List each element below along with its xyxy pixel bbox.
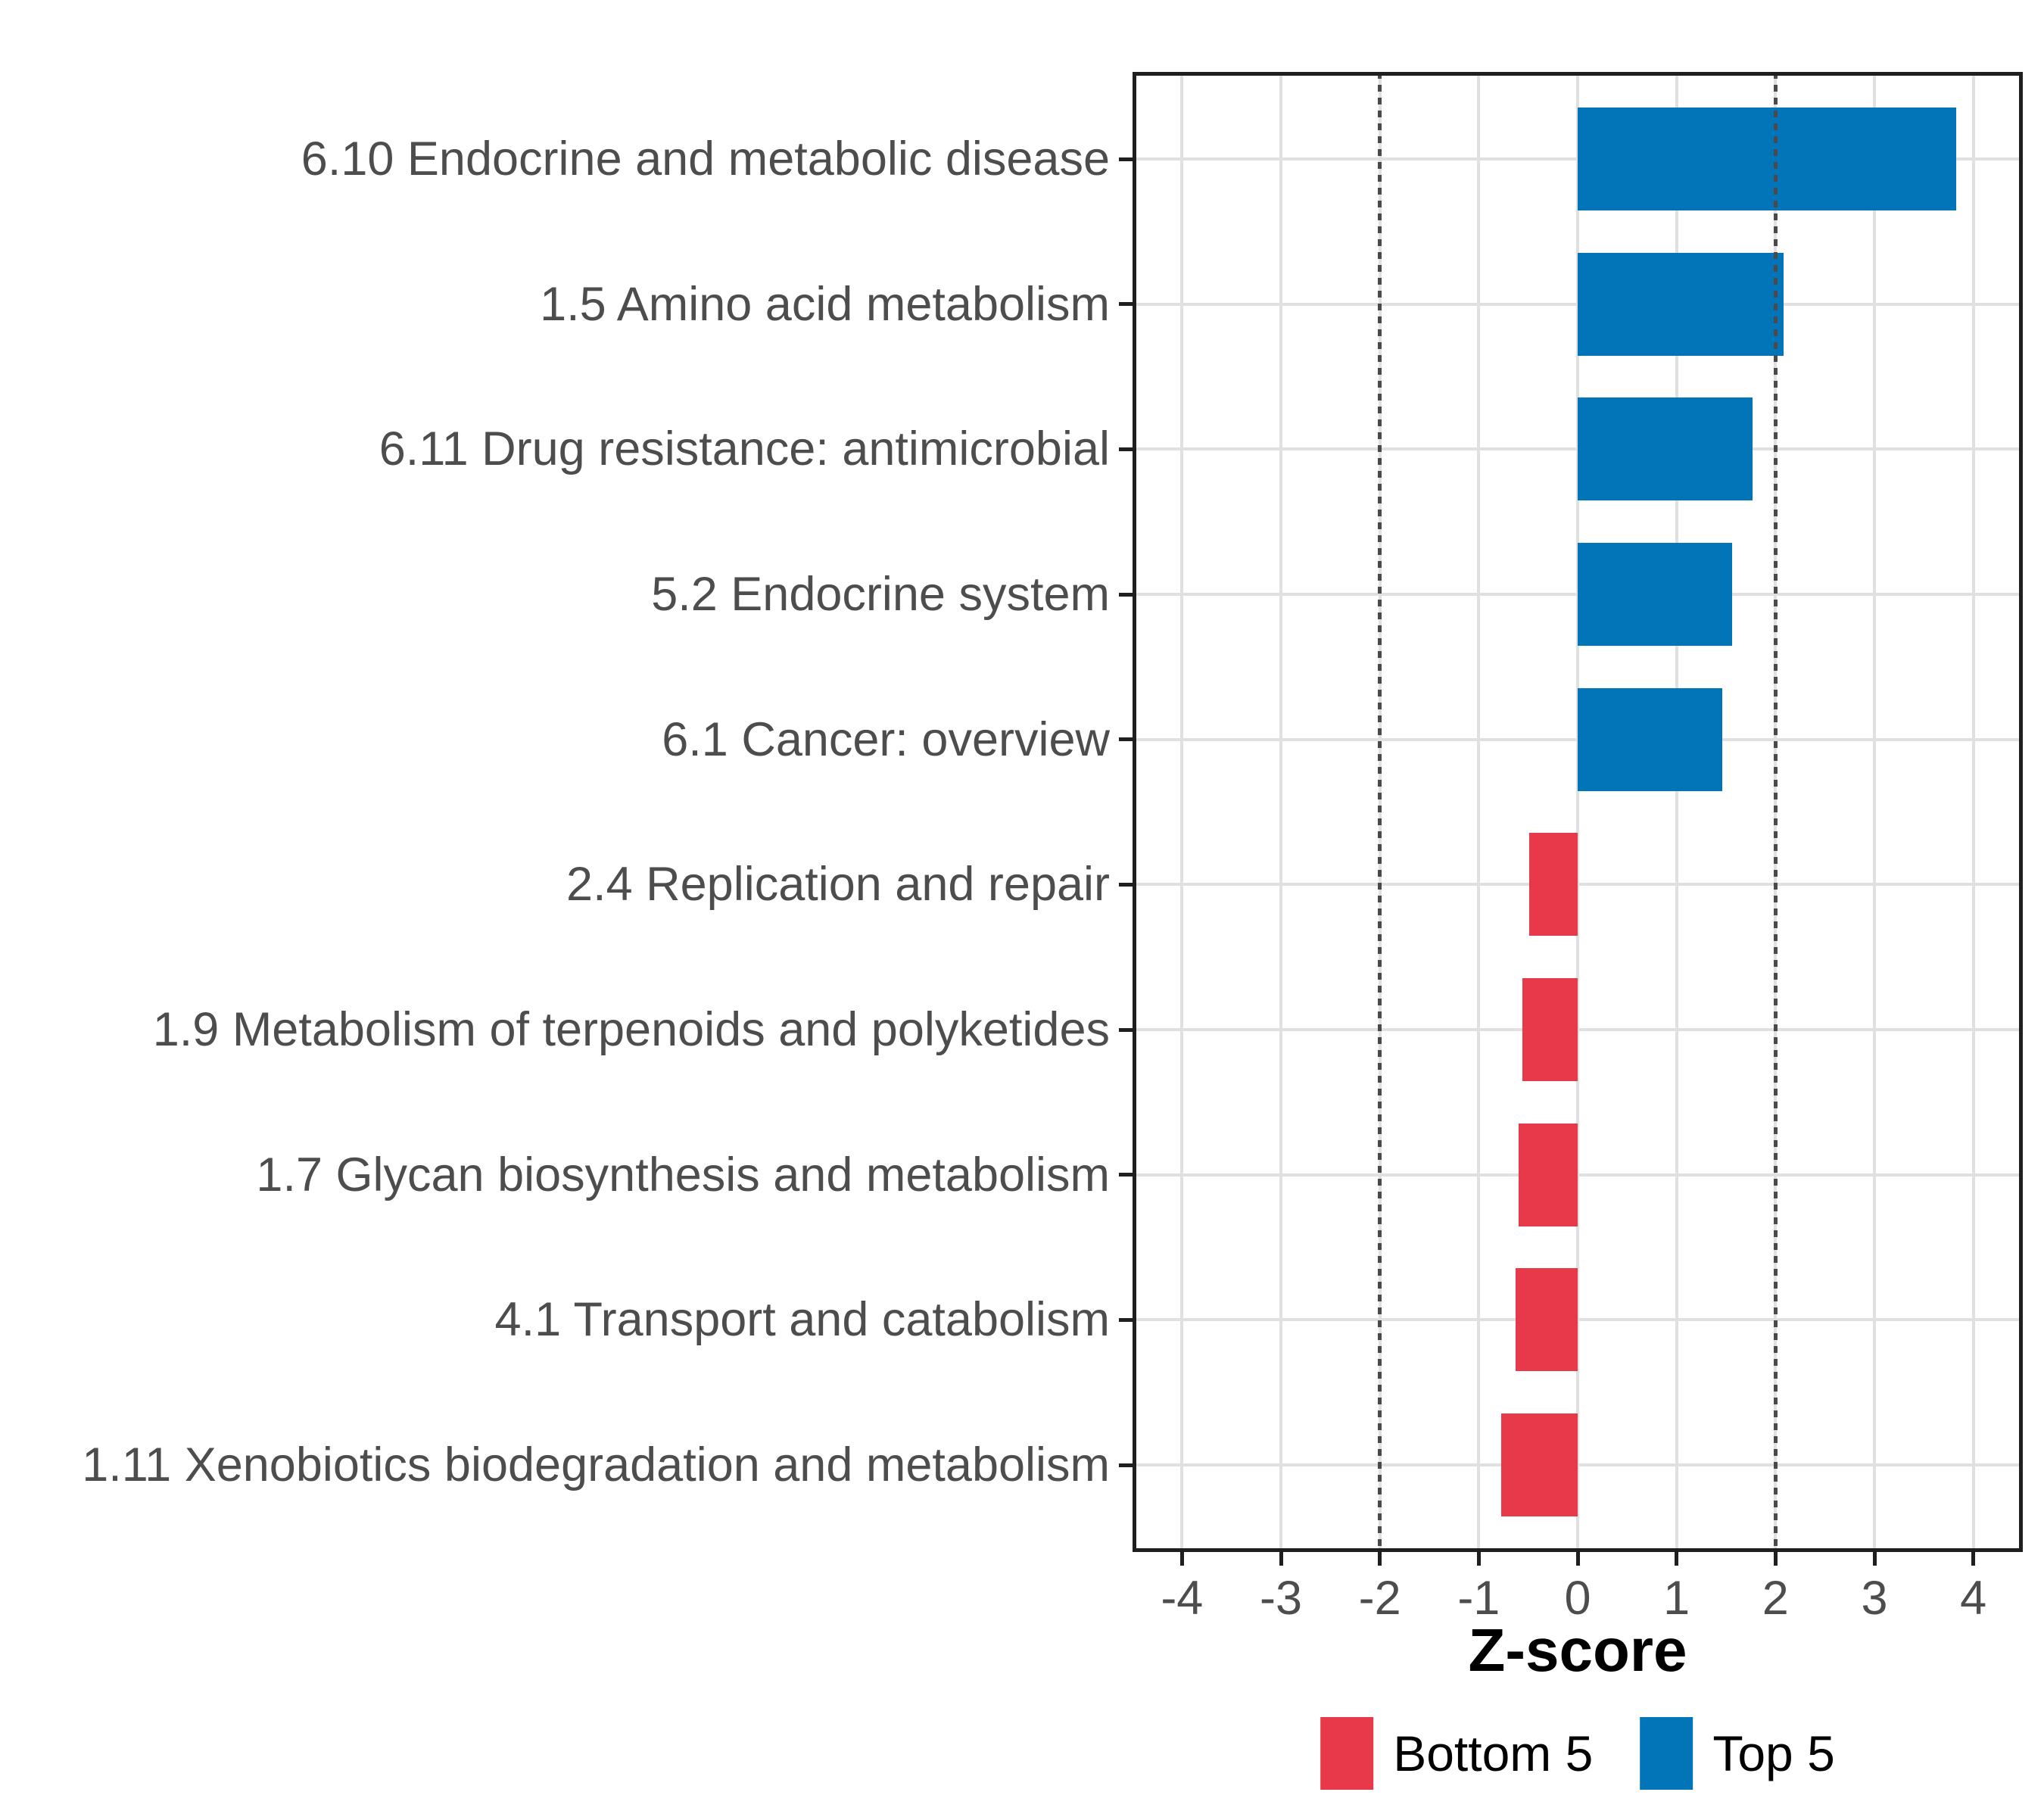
y-axis-tick (1119, 737, 1133, 742)
y-axis-tick (1119, 157, 1133, 161)
category-label: 1.9 Metabolism of terpenoids and polyket… (152, 1003, 1110, 1056)
grid-x-line (1675, 72, 1678, 1552)
reference-line (1378, 72, 1382, 1552)
category-label: 5.2 Endocrine system (651, 568, 1110, 621)
legend-label-top5: Top 5 (1712, 1725, 1835, 1781)
y-axis-tick (1119, 882, 1133, 887)
x-tick-label: 4 (1960, 1572, 1987, 1625)
bar-bottom5 (1522, 978, 1578, 1081)
x-axis-tick (1378, 1552, 1382, 1566)
x-tick-label: -2 (1358, 1572, 1401, 1625)
x-tick-label: -4 (1161, 1572, 1204, 1625)
bar-top5 (1578, 397, 1753, 501)
grid-x-line (1477, 72, 1481, 1552)
category-label: 6.1 Cancer: overview (662, 712, 1110, 766)
x-axis-tick (1476, 1552, 1481, 1566)
y-axis-tick (1119, 302, 1133, 307)
category-label: 1.7 Glycan biosynthesis and metabolism (256, 1148, 1110, 1201)
x-axis-tick (1279, 1552, 1283, 1566)
grid-x-line (1971, 72, 1975, 1552)
legend-label-bottom5: Bottom 5 (1393, 1725, 1594, 1781)
bar-top5 (1578, 543, 1732, 646)
bar-bottom5 (1501, 1413, 1578, 1516)
grid-x-line (1576, 72, 1579, 1552)
category-label: 1.11 Xenobiotics biodegradation and meta… (82, 1438, 1110, 1491)
legend-swatch-top5-icon (1640, 1717, 1693, 1790)
bar-top5 (1578, 108, 1957, 210)
x-axis-tick (1971, 1552, 1976, 1566)
bar-bottom5 (1518, 1123, 1578, 1226)
y-axis-tick (1119, 1317, 1133, 1322)
y-axis-tick (1119, 447, 1133, 451)
grid-x-line (1279, 72, 1282, 1552)
x-axis-tick (1675, 1552, 1679, 1566)
legend-item-bottom5: Bottom 5 (1320, 1717, 1593, 1790)
grid-x-line (1180, 72, 1184, 1552)
x-axis-tick (1773, 1552, 1778, 1566)
y-axis-tick (1119, 1027, 1133, 1032)
y-axis-tick (1119, 1463, 1133, 1467)
y-axis-tick (1119, 592, 1133, 597)
legend: Bottom 5 Top 5 (1320, 1716, 1835, 1791)
category-label: 6.11 Drug resistance: antimicrobial (379, 422, 1110, 476)
x-axis-tick (1872, 1552, 1877, 1566)
x-axis-tick (1179, 1552, 1184, 1566)
legend-item-top5: Top 5 (1640, 1717, 1835, 1790)
category-label: 4.1 Transport and catabolism (494, 1293, 1110, 1347)
x-tick-label: -3 (1259, 1572, 1303, 1625)
x-axis-tick (1575, 1552, 1580, 1566)
x-tick-label: -1 (1457, 1572, 1500, 1625)
category-label: 6.10 Endocrine and metabolic disease (301, 132, 1110, 185)
x-tick-label: 0 (1564, 1572, 1591, 1625)
y-axis-tick (1119, 1173, 1133, 1177)
bar-top5 (1578, 687, 1722, 791)
bar-bottom5 (1515, 1268, 1578, 1372)
reference-line (1773, 72, 1778, 1552)
x-tick-label: 1 (1663, 1572, 1690, 1625)
category-label: 2.4 Replication and repair (566, 858, 1110, 912)
legend-swatch-bottom5-icon (1320, 1717, 1374, 1790)
x-tick-label: 2 (1762, 1572, 1789, 1625)
grid-x-line (1873, 72, 1876, 1552)
category-label: 1.5 Amino acid metabolism (540, 277, 1110, 331)
bar-bottom5 (1528, 833, 1578, 937)
x-tick-label: 3 (1861, 1572, 1888, 1625)
bar-top5 (1578, 252, 1784, 356)
x-axis-title: Z-score (1468, 1616, 1687, 1684)
